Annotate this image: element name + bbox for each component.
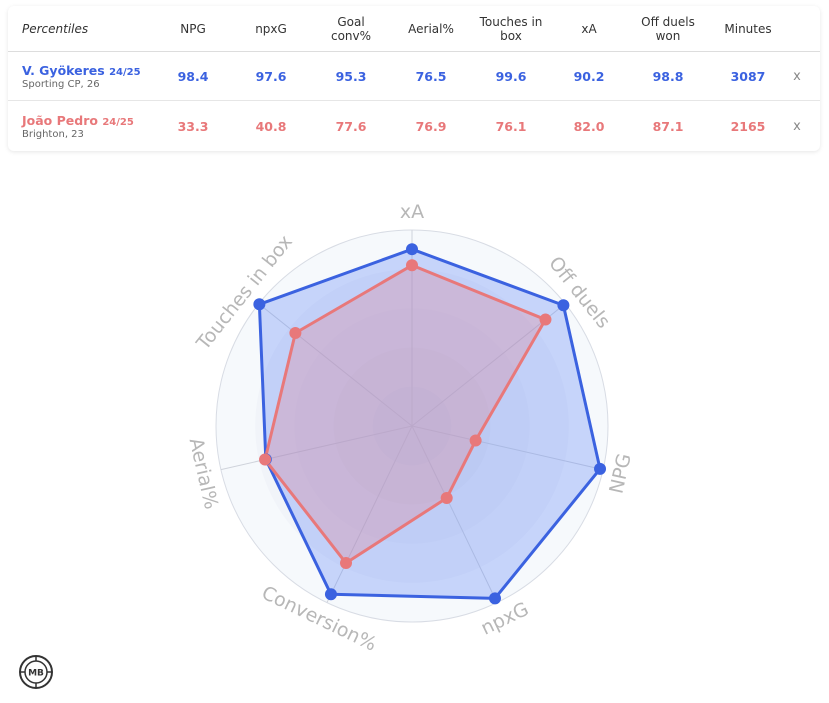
value-touches-in-box: 99.6 xyxy=(495,68,527,84)
value-xa: 90.2 xyxy=(573,68,605,84)
mb-logo-icon: MB xyxy=(19,655,53,689)
value-npxg: 97.6 xyxy=(255,68,287,84)
player-team: Brighton, 23 xyxy=(22,129,84,140)
table-header-row: Percentiles NPG npxG Goal conv% Aerial% T… xyxy=(8,6,820,52)
data-point xyxy=(340,557,353,570)
remove-player-button[interactable]: x xyxy=(793,119,801,134)
value-npg: 98.4 xyxy=(177,68,209,84)
data-point xyxy=(557,299,570,312)
player-row-gyokeres: V. Gyökeres 24/25 Sporting CP, 26 98.4 9… xyxy=(8,52,820,101)
player-row-joao-pedro: João Pedro 24/25 Brighton, 23 33.3 40.8 … xyxy=(8,102,820,151)
series-area xyxy=(257,247,602,600)
value-goal-conv: 77.6 xyxy=(335,119,367,134)
player-season: 24/25 xyxy=(109,66,141,78)
player-season: 24/25 xyxy=(102,117,134,128)
header-minutes[interactable]: Minutes xyxy=(724,21,772,36)
value-aerial: 76.9 xyxy=(415,119,447,134)
data-point xyxy=(406,243,418,256)
percentile-table: Percentiles NPG npxG Goal conv% Aerial% T… xyxy=(8,6,820,151)
data-point xyxy=(406,259,418,272)
value-off-duels: 87.1 xyxy=(652,119,684,134)
value-minutes: 2165 xyxy=(730,119,766,134)
data-point xyxy=(259,453,272,466)
header-aerial[interactable]: Aerial% xyxy=(408,21,454,36)
value-goal-conv: 95.3 xyxy=(335,68,367,84)
value-npxg: 40.8 xyxy=(255,119,287,134)
header-touches-in-box[interactable]: Touches in box xyxy=(479,14,543,43)
header-percentiles: Percentiles xyxy=(22,21,89,36)
data-point xyxy=(469,434,482,447)
header-xa[interactable]: xA xyxy=(581,21,597,36)
grid-spoke xyxy=(220,425,413,471)
player-team: Sporting CP, 26 xyxy=(22,78,100,90)
player-name[interactable]: João Pedro 24/25 xyxy=(22,113,134,128)
header-npg[interactable]: NPG xyxy=(180,21,206,36)
value-aerial: 76.5 xyxy=(415,68,447,84)
remove-player-button[interactable]: x xyxy=(793,68,801,84)
grid-spoke xyxy=(258,303,413,427)
axis-label: Aerial% xyxy=(185,436,223,512)
player-name[interactable]: V. Gyökeres 24/25 xyxy=(22,62,141,78)
svg-text:MB: MB xyxy=(28,669,44,679)
data-point xyxy=(253,298,266,311)
series-area xyxy=(263,263,547,565)
value-xa: 82.0 xyxy=(573,119,605,134)
axis-label: NPG xyxy=(605,451,635,495)
data-point xyxy=(489,592,502,605)
player-info: João Pedro 24/25 Brighton, 23 xyxy=(22,102,134,151)
grid-spoke xyxy=(326,425,413,603)
data-point xyxy=(324,588,337,601)
grid-spoke xyxy=(411,303,566,427)
grid-spoke xyxy=(411,425,604,471)
header-goal-conv[interactable]: Goal conv% xyxy=(330,14,372,43)
axis-label: xA xyxy=(400,201,424,223)
data-point xyxy=(594,462,607,475)
value-touches-in-box: 76.1 xyxy=(495,119,527,134)
value-minutes: 3087 xyxy=(730,68,766,84)
data-point xyxy=(440,492,453,505)
data-point xyxy=(289,327,302,340)
header-npxg[interactable]: npxG xyxy=(255,21,287,36)
value-npg: 33.3 xyxy=(177,119,209,134)
header-off-duels-won[interactable]: Off duels won xyxy=(641,14,695,43)
grid-spoke xyxy=(411,425,498,603)
player-info: V. Gyökeres 24/25 Sporting CP, 26 xyxy=(22,52,141,100)
data-point xyxy=(539,313,552,326)
value-off-duels: 98.8 xyxy=(652,68,684,84)
